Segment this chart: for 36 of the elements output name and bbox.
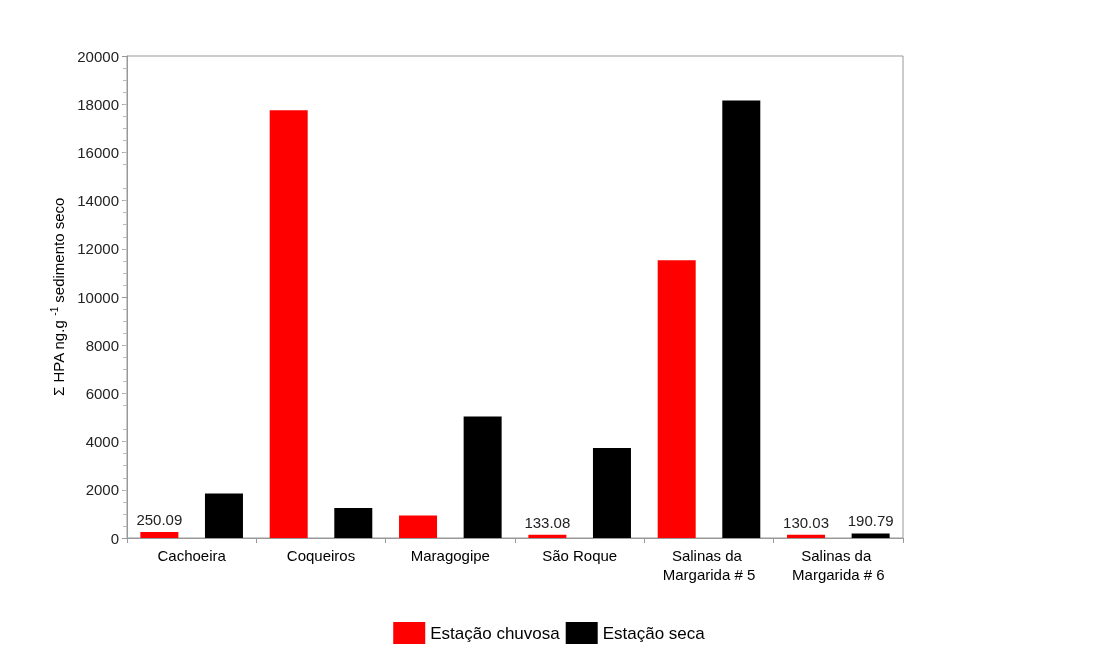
- bar: [399, 515, 438, 538]
- bar: [657, 260, 696, 538]
- x-tick-label: Salinas da Margarida # 6: [792, 547, 885, 583]
- y-tick-label: 4000: [85, 433, 119, 451]
- legend-label: Estação seca: [602, 623, 706, 643]
- bar: [722, 100, 761, 538]
- data-label: 250.09: [136, 510, 183, 528]
- y-tick-label: 2000: [85, 481, 119, 499]
- y-tick-label: 0: [110, 529, 119, 547]
- data-label: 190.79: [847, 512, 894, 530]
- y-tick-label: 16000: [77, 143, 119, 161]
- bar: [592, 448, 631, 538]
- y-tick-label: 6000: [85, 384, 119, 402]
- y-tick-label: 12000: [77, 240, 119, 258]
- y-tick-label: 20000: [77, 47, 119, 65]
- y-axis-title: Σ HPA ng.g -1 sedimento seco: [48, 197, 67, 396]
- y-tick-label: 18000: [77, 95, 119, 113]
- bar: [204, 493, 243, 538]
- legend-label: Estação chuvosa: [430, 623, 561, 643]
- x-tick-label: Salinas da Margarida # 5: [662, 547, 756, 583]
- x-tick-label: São Roque: [542, 547, 618, 564]
- bar: [528, 534, 567, 538]
- y-tick-label: 8000: [85, 336, 119, 354]
- y-tick-label: 10000: [77, 288, 119, 306]
- bar: [787, 534, 826, 538]
- bar: [463, 416, 502, 538]
- data-label: 133.08: [524, 513, 571, 531]
- x-tick-label: Cachoeira: [157, 547, 227, 564]
- data-label: 130.03: [783, 513, 829, 531]
- x-tick-label: Maragogipe: [410, 547, 490, 564]
- bar: [269, 110, 308, 538]
- y-tick-label: 14000: [77, 192, 119, 210]
- x-tick-label: Coqueiros: [286, 547, 356, 564]
- bar: [851, 533, 890, 538]
- bar: [140, 531, 179, 538]
- bar: [334, 507, 373, 538]
